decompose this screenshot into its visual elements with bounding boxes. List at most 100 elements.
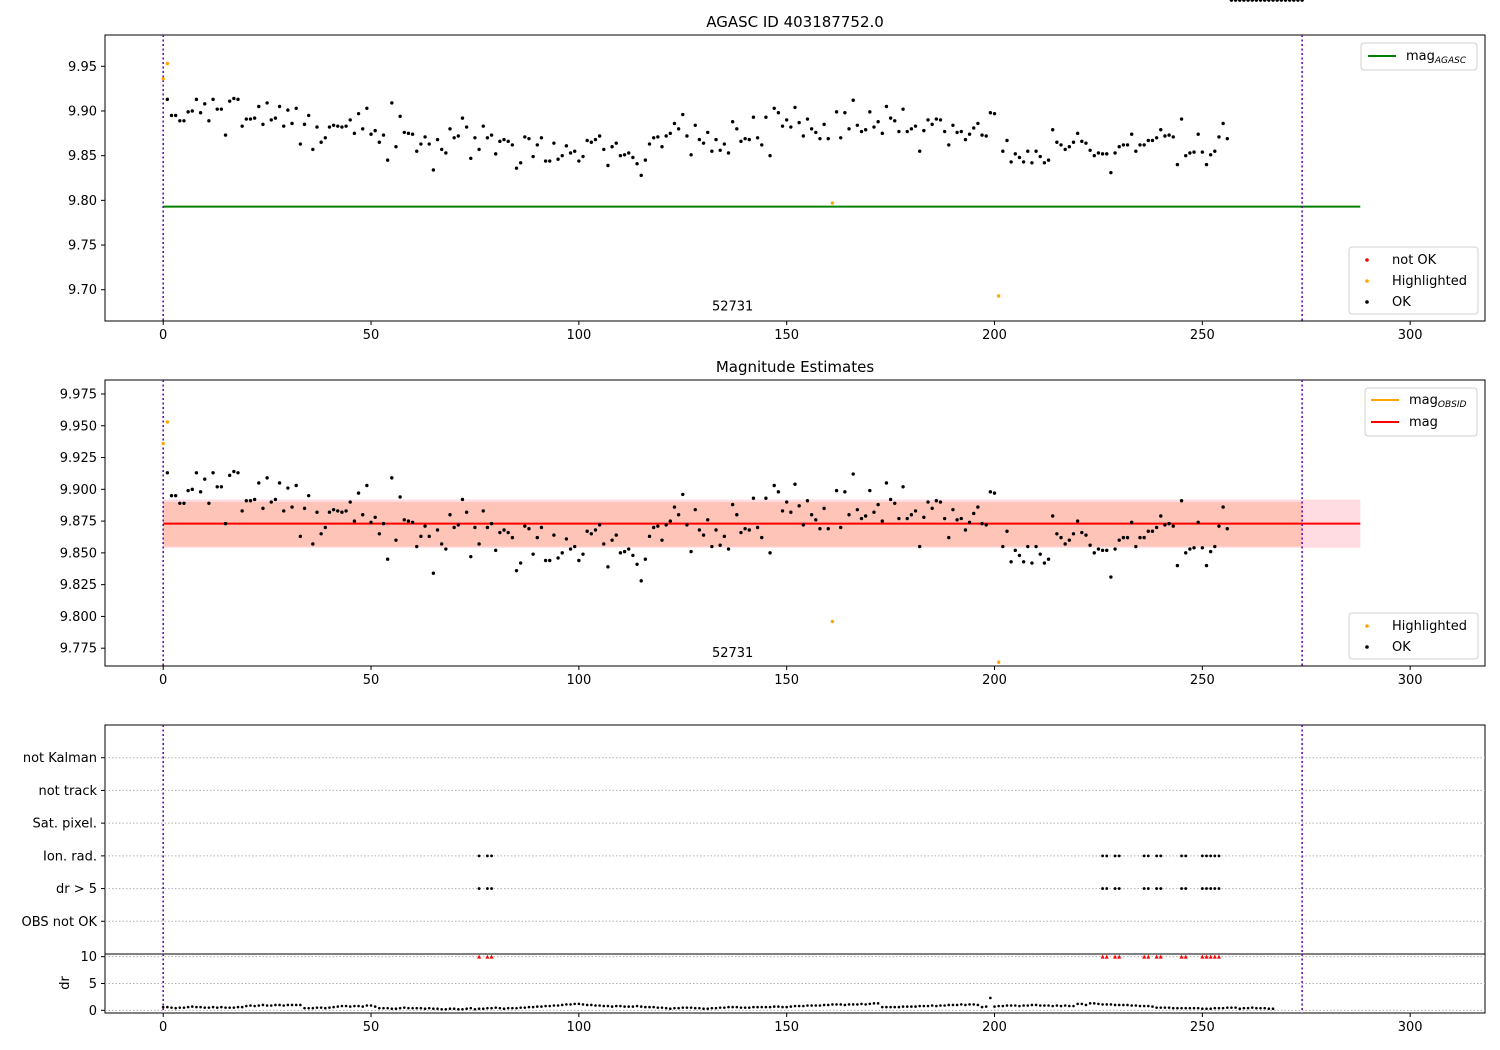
- ok-point: [261, 506, 265, 511]
- ok-point: [843, 111, 847, 115]
- ok-point: [676, 513, 681, 517]
- ok-point: [410, 520, 415, 525]
- dr-point: [926, 1004, 930, 1008]
- ok-point: [1088, 543, 1092, 547]
- dr-point: [457, 1007, 460, 1011]
- flag-point: [1117, 854, 1121, 858]
- ok-point: [539, 525, 544, 530]
- x-tick-label: 300: [1398, 328, 1423, 343]
- ok-point: [1196, 132, 1200, 136]
- dr-point: [415, 1006, 419, 1010]
- ok-point: [955, 518, 959, 522]
- ok-point: [298, 534, 303, 539]
- ok-point: [452, 136, 456, 140]
- ok-point: [240, 124, 244, 128]
- ok-point: [643, 158, 648, 162]
- ok-point: [323, 525, 328, 530]
- ok-point: [751, 496, 756, 500]
- ok-point: [485, 136, 490, 140]
- ok-point: [219, 107, 224, 111]
- ok-point: [627, 547, 631, 551]
- ok-point: [1109, 170, 1113, 175]
- dr-point: [494, 1006, 498, 1009]
- dr-point: [581, 1003, 585, 1006]
- x-tick-label: 50: [363, 673, 380, 688]
- ok-point: [826, 136, 830, 141]
- ok-point: [1001, 544, 1005, 549]
- dr-point: [1059, 1004, 1063, 1008]
- ok-point: [327, 125, 332, 129]
- dr-point: [548, 1004, 552, 1008]
- ok-point: [261, 122, 265, 127]
- ok-point: [373, 515, 377, 519]
- ok-point: [955, 130, 959, 135]
- ok-point: [872, 510, 876, 514]
- flag-point: [1113, 887, 1117, 890]
- ok-point: [1208, 153, 1213, 157]
- ok-point: [456, 134, 461, 138]
- dr-point: [1088, 1002, 1092, 1005]
- dr-point: [594, 1004, 597, 1007]
- ok-point: [909, 513, 914, 517]
- dr-point: [777, 1005, 780, 1008]
- dr-point: [677, 1006, 680, 1010]
- ok-point: [760, 143, 764, 147]
- ok-point: [294, 483, 298, 488]
- ok-point: [1117, 538, 1121, 542]
- ok-point: [1267, 0, 1271, 2]
- ok-point: [710, 149, 714, 153]
- ok-point: [244, 499, 249, 503]
- ok-point: [676, 127, 681, 131]
- ok-point: [706, 130, 710, 135]
- ok-point: [431, 168, 436, 172]
- ok-point: [1009, 560, 1013, 564]
- panel4-x-ticks: 0 50 100 150 200 250 300: [159, 1013, 1423, 1035]
- ok-point: [1088, 148, 1092, 152]
- dr-point: [432, 1007, 435, 1011]
- ok-point: [618, 551, 623, 555]
- ok-point: [697, 528, 702, 532]
- ok-point: [988, 490, 993, 494]
- flag-point: [1200, 854, 1204, 858]
- dr-point: [980, 1005, 984, 1009]
- y-tick-label: 9.80: [68, 194, 97, 209]
- legend-ok-label: OK: [1392, 295, 1411, 310]
- ok-point: [1021, 160, 1026, 164]
- ok-point: [282, 509, 286, 513]
- dr-point: [706, 1007, 710, 1011]
- ok-point: [1134, 149, 1138, 153]
- dr-point: [1105, 1003, 1109, 1006]
- dr-point: [481, 1007, 485, 1011]
- ok-point: [693, 123, 697, 127]
- ok-point: [1129, 520, 1134, 525]
- flag-row-label: Ion. rad.: [43, 849, 97, 864]
- ok-point: [693, 507, 697, 512]
- ok-point: [901, 107, 905, 111]
- ok-point: [1138, 143, 1142, 147]
- flag-point: [1105, 887, 1109, 890]
- ok-point: [402, 518, 406, 522]
- dr-point: [727, 1005, 730, 1009]
- ok-point: [839, 525, 843, 530]
- ok-point: [884, 481, 889, 485]
- ok-point: [901, 485, 905, 489]
- dr-point: [802, 1004, 805, 1008]
- dr-point: [710, 1006, 714, 1010]
- ok-point: [1080, 139, 1084, 144]
- legend-not-ok-marker: [1365, 258, 1369, 262]
- ok-point: [394, 538, 398, 542]
- ok-point: [173, 493, 178, 498]
- dr-point: [756, 1005, 759, 1009]
- ok-point: [489, 521, 494, 526]
- ok-point: [518, 561, 523, 565]
- ok-point: [1254, 0, 1259, 2]
- dr-point: [299, 1003, 302, 1007]
- legend-mag-label: mag: [1409, 415, 1438, 430]
- ok-point: [1063, 147, 1067, 152]
- ok-point: [772, 106, 776, 110]
- dr-point: [1250, 1006, 1254, 1009]
- ok-point: [660, 538, 664, 542]
- ok-point: [822, 122, 826, 127]
- ok-point: [1084, 533, 1088, 537]
- ok-point: [581, 552, 585, 556]
